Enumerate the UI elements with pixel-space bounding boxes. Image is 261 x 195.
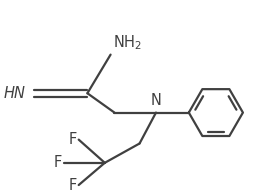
Text: N: N bbox=[151, 93, 161, 108]
Text: F: F bbox=[54, 155, 62, 170]
Text: F: F bbox=[69, 132, 77, 147]
Text: HN: HN bbox=[4, 86, 26, 101]
Text: NH$_2$: NH$_2$ bbox=[112, 33, 141, 52]
Text: F: F bbox=[69, 177, 77, 192]
